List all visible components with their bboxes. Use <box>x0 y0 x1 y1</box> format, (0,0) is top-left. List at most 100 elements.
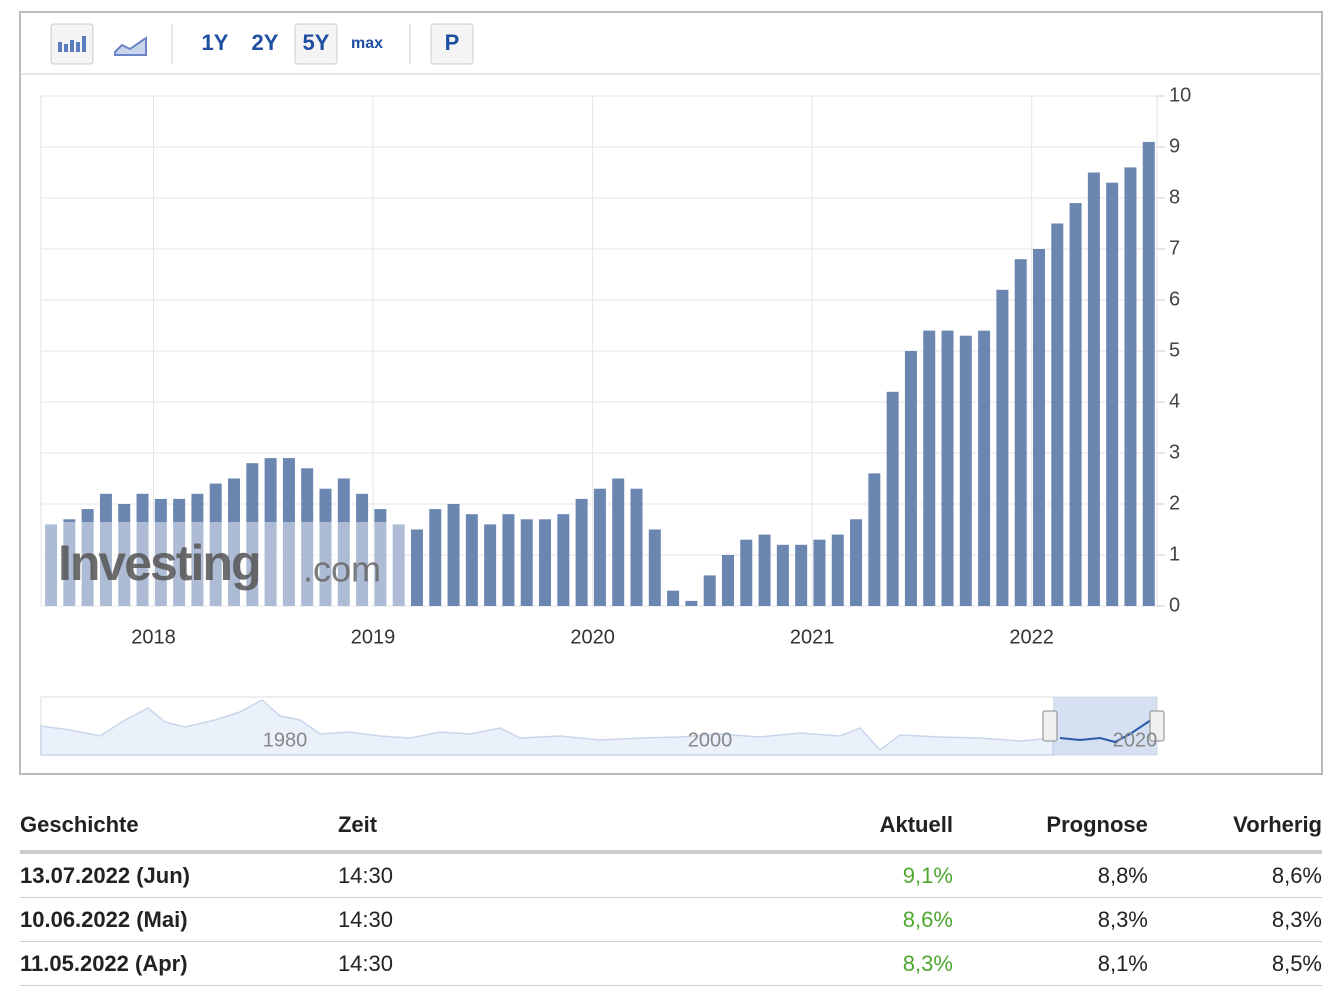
bar <box>282 458 295 606</box>
table-cell: 10.06.2022 (Mai) <box>20 897 338 942</box>
bar <box>959 335 972 606</box>
navigator-label: 2000 <box>688 729 733 751</box>
navigator-label: 1980 <box>263 729 308 751</box>
bar <box>410 529 423 606</box>
bar <box>447 504 460 606</box>
bar <box>630 488 643 606</box>
range-button[interactable]: max <box>351 35 383 52</box>
table-cell: 11.05.2022 (Apr) <box>20 941 338 986</box>
range-button[interactable]: 2Y <box>252 30 279 55</box>
bar <box>502 514 515 606</box>
bar <box>392 524 405 606</box>
range-button[interactable]: 1Y <box>202 30 229 55</box>
x-tick-label: 2018 <box>131 626 176 648</box>
table-cell: 14:30 <box>337 897 651 942</box>
column-header: Zeit <box>337 800 651 854</box>
bar <box>776 544 789 606</box>
history-table: Geschichte Zeit Aktuell Prognose Vorherig 13… <box>20 800 1322 986</box>
bar <box>923 330 936 606</box>
table-row: 10.06.2022 (Mai) 14:30 8,6% 8,3% 8,3% <box>20 897 1322 942</box>
bar <box>831 534 844 606</box>
bar <box>685 600 698 606</box>
bar <box>703 575 716 606</box>
bar <box>301 468 314 606</box>
bar <box>1051 223 1064 606</box>
bar <box>319 488 332 606</box>
table-header: Geschichte Zeit Aktuell Prognose Vorherig <box>20 800 1322 854</box>
x-tick-label: 2022 <box>1009 626 1054 648</box>
table-row: 11.05.2022 (Apr) 14:30 8,3% 8,1% 8,5% <box>20 941 1322 986</box>
x-tick-label: 2019 <box>351 626 396 648</box>
bar <box>721 555 734 606</box>
y-tick-label: 6 <box>1169 288 1180 310</box>
y-tick-label: 2 <box>1169 492 1180 514</box>
bar <box>191 493 204 606</box>
table-cell: 8,8% <box>952 852 1148 898</box>
bar <box>996 289 1009 606</box>
column-header: Geschichte <box>20 800 338 854</box>
x-tick-label: 2020 <box>570 626 615 648</box>
bar <box>904 351 917 606</box>
bar <box>63 519 76 606</box>
column-header: Vorherig <box>1147 800 1322 854</box>
bar <box>246 463 259 606</box>
table-cell: 8,5% <box>1147 941 1322 986</box>
bar <box>356 493 369 606</box>
navigator-selected-series <box>1059 715 1158 744</box>
active-range-box <box>294 23 338 65</box>
navigator-handle-right[interactable] <box>1149 710 1165 742</box>
bar <box>228 478 241 606</box>
table-cell: 14:30 <box>337 941 651 986</box>
table-cell: 8,3% <box>650 941 953 986</box>
bar <box>1142 141 1155 606</box>
table-cell: 8,3% <box>1147 897 1322 942</box>
y-tick-label: 5 <box>1169 339 1180 361</box>
bar <box>1032 249 1045 606</box>
table-cell: 14:30 <box>337 852 651 898</box>
line-chart-button[interactable] <box>114 36 147 56</box>
chart: 1Y 2Y 5Y max P Investing .com 0 1 2 3 4 5 6 7 8 9 10 2… <box>19 11 1323 775</box>
watermark-suffix: .com <box>303 549 381 590</box>
bar <box>557 514 570 606</box>
bar <box>118 504 131 606</box>
range-button[interactable]: 5Y <box>303 30 330 55</box>
y-tick-label: 7 <box>1169 237 1180 259</box>
y-tick-label: 8 <box>1169 186 1180 208</box>
bar <box>648 529 661 606</box>
table-cell: 9,1% <box>650 852 953 898</box>
x-tick-label: 2021 <box>790 626 835 648</box>
table-cell: 8,6% <box>1147 852 1322 898</box>
bar <box>795 544 808 606</box>
bar <box>337 478 350 606</box>
p-button-label[interactable]: P <box>445 30 460 55</box>
navigator-label: 2020 <box>1113 729 1158 751</box>
navigator-series <box>40 699 1054 756</box>
navigator-selection[interactable] <box>1053 697 1157 755</box>
watermark-brand: Investing <box>58 535 259 591</box>
y-tick-label: 9 <box>1169 135 1180 157</box>
bar <box>374 509 387 606</box>
column-header: Prognose <box>952 800 1148 854</box>
navigator-handle-left[interactable] <box>1042 710 1058 742</box>
bar <box>886 391 899 606</box>
table-cell: 13.07.2022 (Jun) <box>20 852 338 898</box>
y-tick-label: 4 <box>1169 390 1180 412</box>
bar <box>264 458 277 606</box>
bar <box>45 524 58 606</box>
y-tick-label: 0 <box>1169 594 1180 616</box>
bar <box>740 539 753 606</box>
bar <box>429 509 442 606</box>
p-button[interactable] <box>430 23 474 65</box>
bar <box>850 519 863 606</box>
y-tick-label: 10 <box>1169 84 1191 106</box>
bar <box>575 498 588 606</box>
bar <box>1087 172 1100 606</box>
bar <box>136 493 149 606</box>
bar <box>667 590 680 606</box>
bar <box>465 514 478 606</box>
table-cell: 8,6% <box>650 897 953 942</box>
bar <box>539 519 552 606</box>
bar <box>81 509 94 606</box>
table-cell: 8,1% <box>952 941 1148 986</box>
